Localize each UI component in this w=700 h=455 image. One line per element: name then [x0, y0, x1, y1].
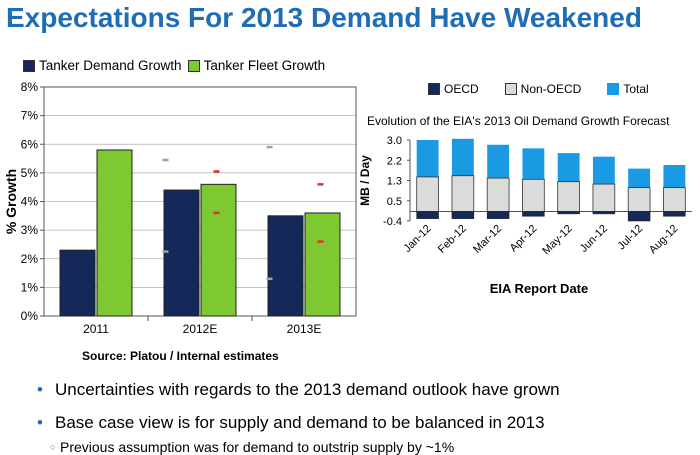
y-tick-label: 7% [21, 109, 39, 123]
x-tick-label: Jan-12 [401, 223, 433, 255]
y-tick-label: 0% [21, 309, 39, 323]
y-tick-label: 6% [21, 137, 39, 151]
x-tick-label: Feb-12 [436, 223, 469, 256]
x-tick-label: 2012E [183, 322, 218, 336]
bar-oecd [557, 211, 580, 215]
bar-non-oecd [627, 187, 651, 212]
y-axis-label: MB / Day [358, 155, 372, 206]
bar-demand [59, 249, 96, 317]
sub-bullet-dot: ○ [50, 442, 56, 452]
legend-label-fleet: Tanker Fleet Growth [203, 58, 326, 73]
x-tick-label: Aug-12 [647, 223, 681, 257]
sub-bullet-text: Previous assumption was for demand to ou… [60, 439, 455, 455]
bullet-text: Base case view is for supply and demand … [55, 413, 545, 432]
legend-swatch-fleet [187, 59, 200, 72]
bar-oecd [627, 211, 651, 222]
legend-swatch-total [607, 83, 620, 95]
chart-source: Source: Platou / Internal estimates [82, 349, 279, 363]
bar-fleet [200, 183, 237, 317]
legend-label-demand: Tanker Demand Growth [39, 58, 182, 73]
legend-label-nonoecd: Non-OECD [520, 82, 582, 96]
bar-non-oecd [592, 183, 616, 212]
y-tick-label: 0.5 [387, 196, 402, 208]
bar-oecd [486, 211, 510, 219]
y-axis-label: % Growth [3, 169, 19, 234]
page-title: Expectations For 2013 Demand Have Weaken… [6, 2, 642, 33]
legend-swatch-oecd [428, 83, 440, 95]
bar-non-oecd [486, 177, 510, 212]
x-tick-label: May-12 [540, 223, 574, 257]
bar-demand [163, 189, 200, 317]
bar-demand [267, 215, 304, 317]
bar-non-oecd [522, 178, 545, 212]
x-tick-label: Mar-12 [471, 223, 504, 256]
legend-item-demand: Tanker Demand Growth [23, 58, 182, 73]
legend-item-nonoecd: Non-OECD [504, 82, 582, 96]
y-tick-label: 8% [21, 80, 39, 94]
x-tick-label: Jun-12 [578, 223, 610, 255]
legend-label-total: Total [623, 82, 649, 96]
bullet-dot: • [37, 380, 43, 399]
legend-swatch-nonoecd [504, 83, 517, 95]
x-tick-label: 2013E [287, 322, 322, 336]
bar-oecd [592, 211, 616, 215]
sub-bullet-item: ○ Previous assumption was for demand to … [50, 439, 455, 455]
right-chart-title: Evolution of the EIA's 2013 Oil Demand G… [367, 114, 670, 128]
right-chart-legend: OECD Non-OECD Total [428, 82, 675, 96]
legend-swatch-demand [23, 59, 35, 72]
bullet-item: • Uncertainties with regards to the 2013… [37, 380, 560, 400]
source-text: Source: Platou / Internal estimates [82, 349, 279, 363]
x-axis-label: EIA Report Date [490, 281, 588, 296]
bar-fleet [304, 212, 341, 317]
bullet-text: Uncertainties with regards to the 2013 d… [55, 380, 560, 399]
bullet-item: • Base case view is for supply and deman… [37, 413, 545, 433]
legend-item-oecd: OECD [428, 82, 479, 96]
left-chart-legend: Tanker Demand Growth Tanker Fleet Growth [23, 58, 331, 73]
bar-non-oecd [663, 187, 686, 212]
y-tick-label: 2.2 [387, 155, 402, 167]
bar-oecd [663, 211, 686, 217]
bar-fleet [96, 149, 133, 317]
bar-oecd [451, 211, 475, 219]
bullet-dot: • [37, 413, 43, 432]
y-tick-label: 1% [21, 280, 39, 294]
x-tick-label: 2011 [83, 322, 109, 336]
y-tick-label: 3.0 [387, 135, 402, 147]
x-tick-label: Jul-12 [616, 223, 646, 253]
bar-oecd [416, 211, 439, 219]
y-tick-label: 3% [21, 223, 39, 237]
y-tick-label: -0.4 [383, 216, 402, 228]
bar-non-oecd [416, 176, 439, 212]
legend-item-total: Total [607, 82, 649, 96]
plot-frame [43, 86, 357, 317]
y-tick-label: 2% [21, 252, 39, 266]
y-tick-label: 5% [21, 166, 39, 180]
y-tick-label: 1.3 [387, 176, 402, 188]
bar-oecd [522, 211, 545, 217]
bar-non-oecd [451, 175, 475, 212]
y-tick-label: 4% [21, 195, 39, 209]
legend-item-fleet: Tanker Fleet Growth [187, 58, 326, 73]
x-tick-label: Apr-12 [508, 223, 540, 255]
bar-non-oecd [557, 181, 580, 212]
legend-label-oecd: OECD [444, 82, 479, 96]
